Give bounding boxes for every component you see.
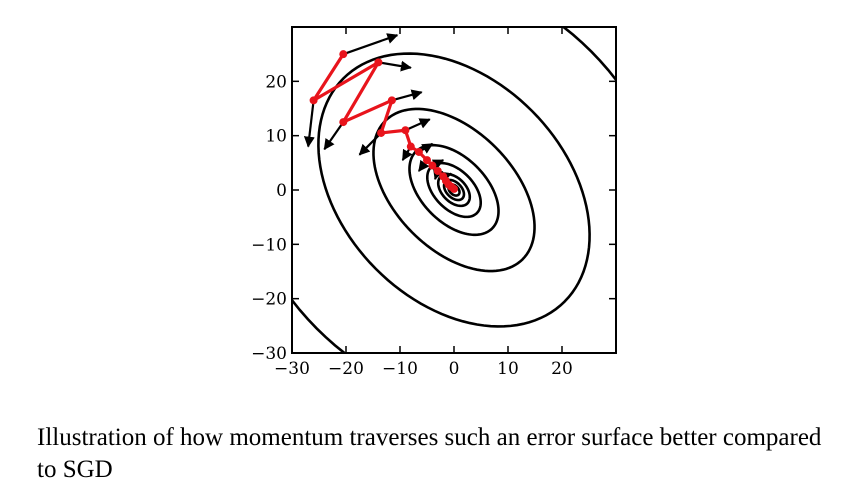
y-tick-label: −30 — [251, 344, 287, 364]
axis-ticks: −30 −20 −10 0 10 20 −30 −20 −10 0 10 20 — [251, 27, 616, 379]
y-tick-label: 0 — [276, 181, 287, 201]
x-tick-label: −20 — [328, 359, 364, 379]
x-tick-label: 10 — [497, 359, 519, 379]
sgd-arrow-2 — [303, 100, 315, 148]
y-tick-label: 20 — [265, 72, 287, 92]
momentum-point-1 — [339, 50, 348, 59]
x-tick-label: −30 — [274, 359, 310, 379]
momentum-point-8 — [406, 142, 415, 151]
sgd-arrows — [303, 33, 453, 183]
momentum-contour-plot: −30 −20 −10 0 10 20 −30 −20 −10 0 10 20 — [251, 26, 617, 379]
sgd-arrow-3 — [378, 60, 412, 72]
momentum-point-2 — [309, 96, 318, 105]
figure-caption: Illustration of how momentum traverses s… — [37, 424, 822, 483]
momentum-point-4 — [339, 118, 348, 127]
sgd-arrow-4 — [323, 121, 345, 151]
y-tick-label: 10 — [265, 127, 287, 147]
x-tick-label: 0 — [449, 359, 460, 379]
y-tick-label: −10 — [251, 235, 287, 255]
momentum-point-6 — [377, 128, 386, 137]
momentum-path — [309, 50, 458, 193]
contour-level-7 — [317, 52, 591, 328]
x-tick-label: 20 — [551, 359, 573, 379]
sgd-arrow-7 — [404, 118, 431, 132]
momentum-point-17 — [450, 184, 458, 193]
sgd-arrow-1 — [342, 33, 399, 56]
momentum-point-7 — [401, 126, 410, 135]
momentum-point-11 — [428, 161, 437, 170]
x-tick-label: −10 — [382, 359, 418, 379]
momentum-point-5 — [387, 96, 396, 105]
momentum-point-10 — [423, 156, 431, 165]
sgd-arrow-5 — [391, 89, 423, 102]
momentum-point-9 — [414, 147, 423, 156]
y-tick-label: −20 — [251, 290, 287, 310]
momentum-point-3 — [374, 58, 383, 67]
sgd-arrow-6 — [358, 132, 382, 156]
momentum-point-12 — [433, 166, 442, 175]
